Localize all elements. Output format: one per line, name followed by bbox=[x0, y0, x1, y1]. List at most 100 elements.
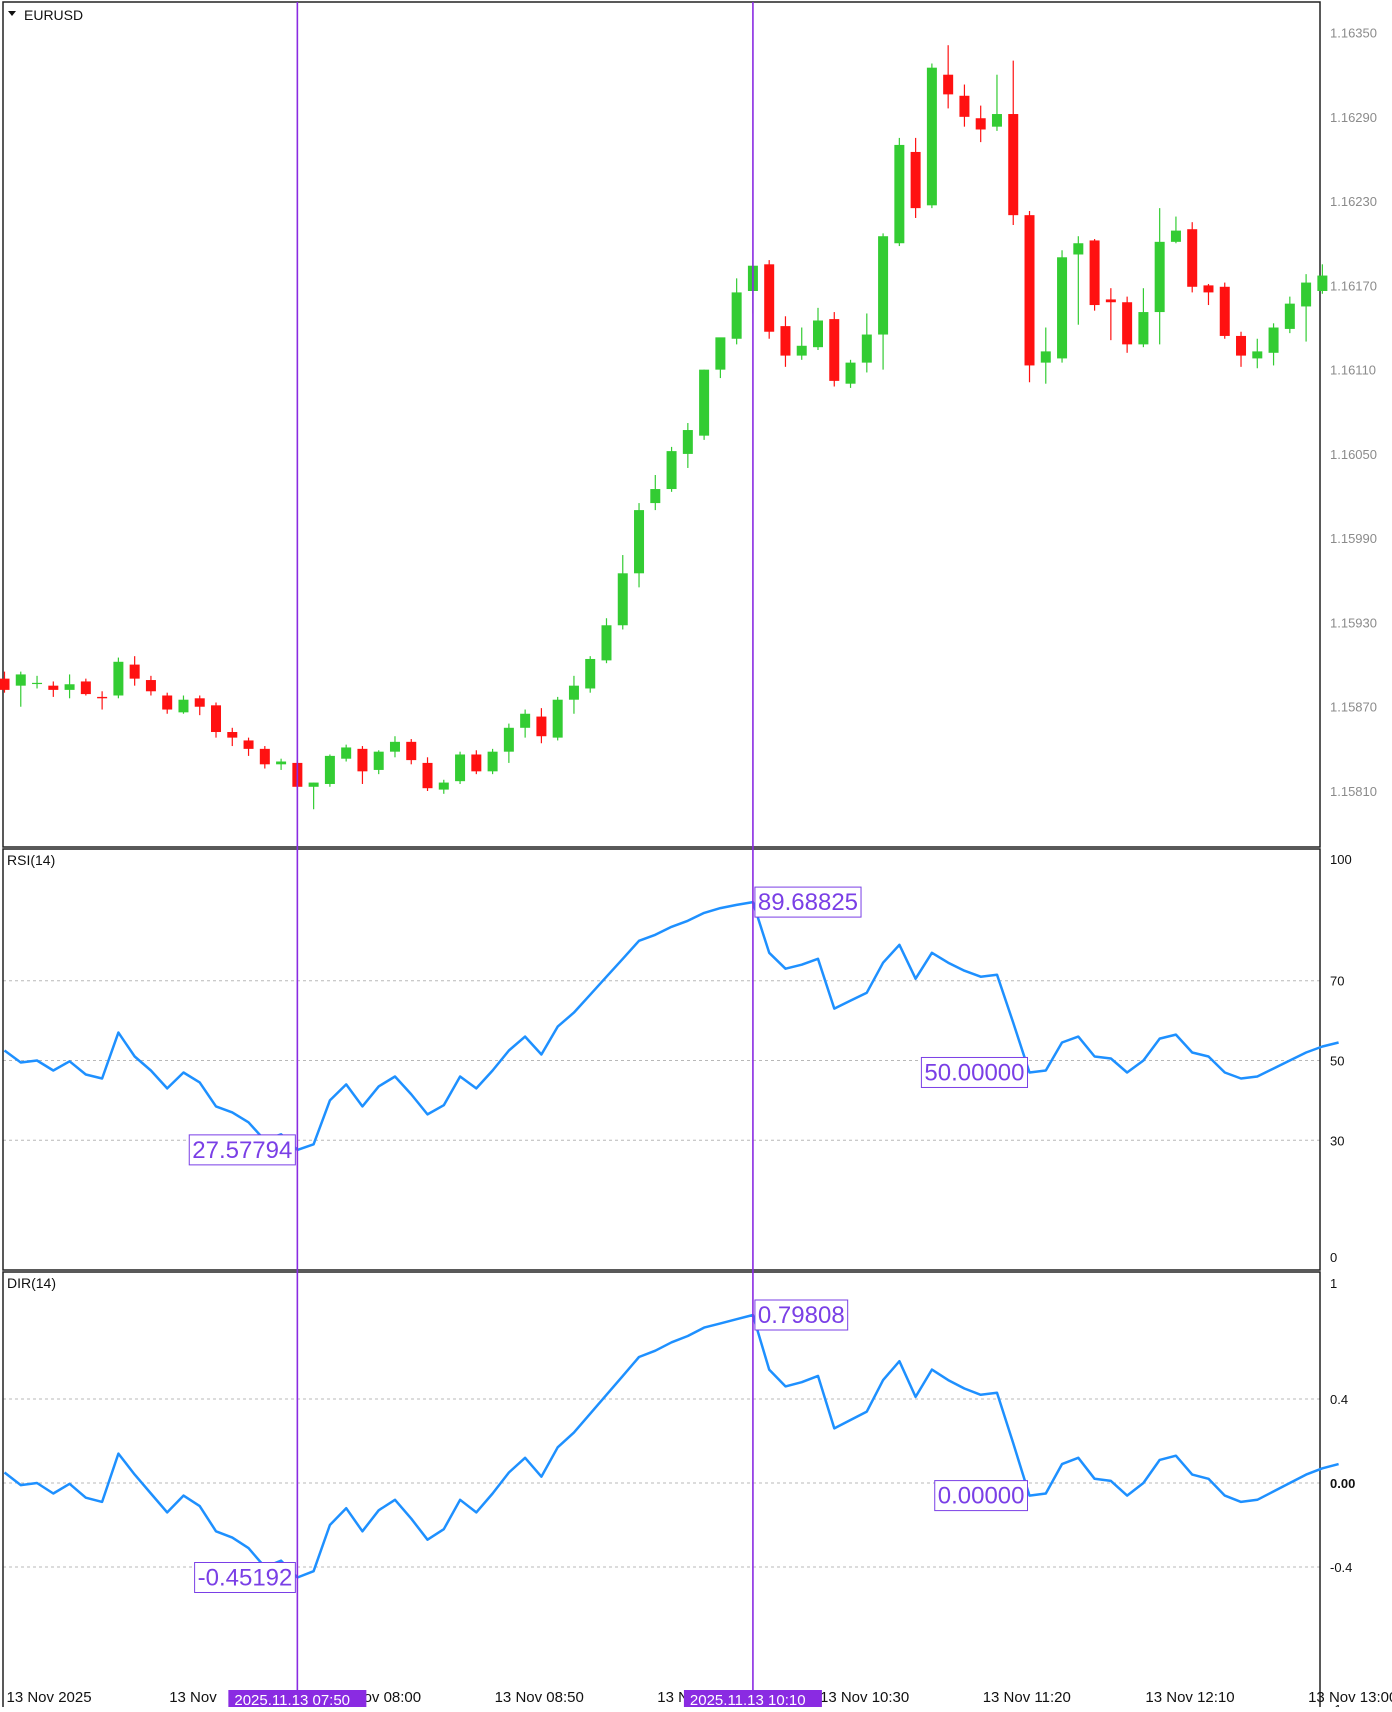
candle[interactable] bbox=[1008, 61, 1018, 225]
candle[interactable] bbox=[911, 138, 921, 218]
price-pane[interactable] bbox=[0, 45, 1327, 809]
candle[interactable] bbox=[536, 708, 546, 743]
candle[interactable] bbox=[1317, 264, 1327, 293]
candle[interactable] bbox=[130, 656, 140, 685]
candle[interactable] bbox=[797, 328, 807, 360]
candle[interactable] bbox=[357, 746, 367, 784]
candle[interactable] bbox=[1041, 328, 1051, 384]
candle[interactable] bbox=[97, 691, 107, 709]
candle[interactable] bbox=[1122, 297, 1132, 353]
dir-pane[interactable] bbox=[5, 1315, 1339, 1578]
candle[interactable] bbox=[227, 728, 237, 746]
candle[interactable] bbox=[878, 233, 888, 369]
candle[interactable] bbox=[162, 693, 172, 714]
candle[interactable] bbox=[1155, 208, 1165, 344]
rsi-pane[interactable] bbox=[5, 902, 1339, 1150]
candle[interactable] bbox=[244, 738, 254, 756]
candle-body bbox=[1236, 336, 1246, 356]
candle[interactable] bbox=[667, 447, 677, 492]
candle[interactable] bbox=[325, 754, 335, 786]
candle[interactable] bbox=[195, 695, 205, 715]
candle[interactable] bbox=[406, 739, 416, 764]
candle[interactable] bbox=[1073, 236, 1083, 324]
cursor-time-label: 2025.11.13 10:10 bbox=[690, 1692, 806, 1707]
candle[interactable] bbox=[683, 423, 693, 468]
candle[interactable] bbox=[1220, 283, 1230, 339]
candle-body bbox=[65, 684, 75, 690]
candle[interactable] bbox=[1203, 284, 1213, 305]
symbol-menu-arrow-icon[interactable] bbox=[8, 11, 16, 16]
candle[interactable] bbox=[650, 475, 660, 510]
candle-body bbox=[309, 783, 319, 787]
price-axis-label: 1.16110 bbox=[1330, 363, 1376, 378]
dir-axis-label: 0.00 bbox=[1330, 1476, 1355, 1491]
candle[interactable] bbox=[276, 759, 286, 770]
candle[interactable] bbox=[992, 75, 1002, 131]
candle[interactable] bbox=[16, 672, 26, 707]
candle[interactable] bbox=[1057, 250, 1067, 362]
candle[interactable] bbox=[862, 313, 872, 372]
candle[interactable] bbox=[829, 312, 839, 386]
candle[interactable] bbox=[894, 138, 904, 246]
candle[interactable] bbox=[943, 45, 953, 108]
candle[interactable] bbox=[601, 618, 611, 663]
symbol-title[interactable]: EURUSD bbox=[24, 7, 83, 23]
dir-line[interactable] bbox=[5, 1315, 1339, 1578]
candle[interactable] bbox=[520, 710, 530, 738]
candle[interactable] bbox=[1269, 323, 1279, 365]
candle[interactable] bbox=[569, 676, 579, 714]
candle[interactable] bbox=[813, 308, 823, 350]
candle[interactable] bbox=[260, 746, 270, 768]
candle[interactable] bbox=[178, 695, 188, 713]
candle[interactable] bbox=[846, 360, 856, 388]
candle[interactable] bbox=[1252, 339, 1262, 368]
candle-body bbox=[1008, 114, 1018, 215]
value-annotation: 0.00000 bbox=[935, 1481, 1028, 1511]
candle[interactable] bbox=[699, 370, 709, 440]
candle[interactable] bbox=[81, 679, 91, 696]
candle[interactable] bbox=[48, 681, 58, 696]
price-axis-label: 1.16230 bbox=[1330, 194, 1377, 209]
candle[interactable] bbox=[390, 736, 400, 757]
candle[interactable] bbox=[1285, 297, 1295, 334]
candle[interactable] bbox=[634, 503, 644, 587]
candle[interactable] bbox=[553, 697, 563, 741]
candle[interactable] bbox=[959, 85, 969, 127]
candle[interactable] bbox=[1171, 217, 1181, 244]
candle[interactable] bbox=[764, 260, 774, 339]
candle[interactable] bbox=[423, 757, 433, 791]
candle[interactable] bbox=[65, 674, 75, 698]
candle[interactable] bbox=[32, 676, 42, 689]
candle[interactable] bbox=[927, 63, 937, 208]
candle[interactable] bbox=[1138, 288, 1148, 347]
candle[interactable] bbox=[504, 724, 514, 763]
candle-body bbox=[1285, 304, 1295, 329]
candle[interactable] bbox=[1236, 332, 1246, 367]
candle[interactable] bbox=[341, 745, 351, 762]
candle[interactable] bbox=[732, 278, 742, 344]
candle[interactable] bbox=[1301, 274, 1311, 341]
candle[interactable] bbox=[211, 703, 221, 738]
candle[interactable] bbox=[113, 658, 123, 699]
candle[interactable] bbox=[976, 106, 986, 143]
candle[interactable] bbox=[715, 337, 725, 378]
candle[interactable] bbox=[1187, 222, 1197, 292]
candle[interactable] bbox=[618, 555, 628, 629]
candle[interactable] bbox=[439, 780, 449, 794]
candle-body bbox=[699, 370, 709, 436]
candle[interactable] bbox=[1106, 288, 1116, 340]
rsi-title: RSI(14) bbox=[7, 852, 55, 868]
candle[interactable] bbox=[455, 752, 465, 784]
candle[interactable] bbox=[1025, 211, 1035, 382]
candle[interactable] bbox=[585, 656, 595, 693]
candle[interactable] bbox=[374, 750, 384, 774]
candle[interactable] bbox=[0, 672, 10, 693]
rsi-line[interactable] bbox=[5, 902, 1339, 1150]
candle[interactable] bbox=[1090, 239, 1100, 311]
candle[interactable] bbox=[488, 749, 498, 774]
candle[interactable] bbox=[146, 676, 156, 696]
candle[interactable] bbox=[780, 316, 790, 367]
candle[interactable] bbox=[471, 750, 481, 774]
candle[interactable] bbox=[309, 783, 319, 810]
